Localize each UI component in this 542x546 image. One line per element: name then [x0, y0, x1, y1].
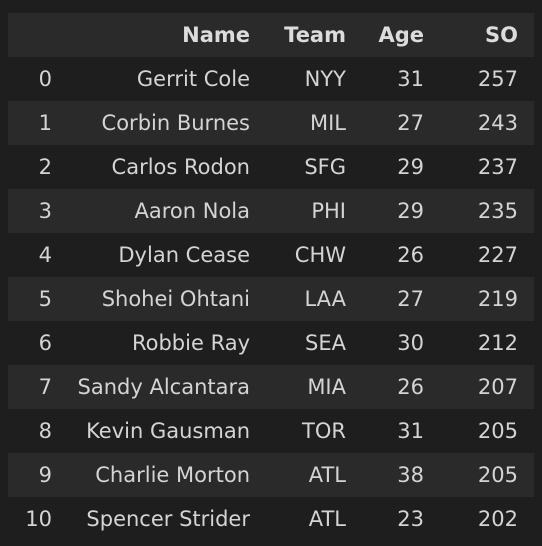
cell-name: Aaron Nola: [134, 199, 251, 223]
column-header-so: SO: [440, 13, 534, 57]
table-row: 7 Sandy Alcantara MIA 26 207: [8, 365, 534, 409]
cell-name: Spencer Strider: [86, 507, 250, 531]
cell-team: MIA: [307, 375, 346, 399]
cell-so: 235: [477, 199, 518, 223]
cell-so: 212: [477, 331, 518, 355]
table-body: 0 Gerrit Cole NYY 31 257 1 Corbin Burnes…: [8, 57, 534, 541]
cell-so: 257: [477, 67, 518, 91]
cell-age: 29: [397, 155, 424, 179]
cell-age: 38: [397, 463, 424, 487]
cell-age: 29: [397, 199, 424, 223]
row-index: 3: [38, 199, 52, 223]
cell-name: Charlie Morton: [95, 463, 250, 487]
cell-team: NYY: [304, 67, 346, 91]
table-row: 4 Dylan Cease CHW 26 227: [8, 233, 534, 277]
index-header: [8, 13, 52, 57]
cell-team: ATL: [308, 507, 346, 531]
table-row: 9 Charlie Morton ATL 38 205: [8, 453, 534, 497]
cell-so: 237: [477, 155, 518, 179]
cell-team: SFG: [304, 155, 346, 179]
cell-name: Dylan Cease: [118, 243, 250, 267]
table-row: 0 Gerrit Cole NYY 31 257: [8, 57, 534, 101]
cell-age: 27: [397, 287, 424, 311]
cell-team: SEA: [305, 331, 346, 355]
cell-age: 31: [397, 67, 424, 91]
cell-team: CHW: [294, 243, 346, 267]
cell-so: 205: [477, 419, 518, 443]
table-row: 1 Corbin Burnes MIL 27 243: [8, 101, 534, 145]
dataframe-table: Name Team Age SO 0 Gerrit Cole NYY 31 25…: [8, 13, 534, 541]
cell-team: MIL: [309, 111, 346, 135]
cell-name: Kevin Gausman: [86, 419, 250, 443]
dataframe-output: Name Team Age SO 0 Gerrit Cole NYY 31 25…: [8, 13, 534, 541]
row-index: 8: [38, 419, 52, 443]
row-index: 7: [38, 375, 52, 399]
cell-name: Gerrit Cole: [136, 67, 250, 91]
cell-so: 202: [477, 507, 518, 531]
row-index: 6: [38, 331, 52, 355]
row-index: 9: [38, 463, 52, 487]
cell-age: 27: [397, 111, 424, 135]
cell-name: Robbie Ray: [131, 331, 250, 355]
column-header-team: Team: [266, 13, 362, 57]
table-row: 2 Carlos Rodon SFG 29 237: [8, 145, 534, 189]
cell-name: Corbin Burnes: [101, 111, 250, 135]
cell-name: Carlos Rodon: [111, 155, 250, 179]
table-row: 6 Robbie Ray SEA 30 212: [8, 321, 534, 365]
row-index: 4: [38, 243, 52, 267]
cell-team: LAA: [304, 287, 347, 311]
cell-so: 227: [477, 243, 518, 267]
cell-team: TOR: [302, 419, 346, 443]
table-row: 10 Spencer Strider ATL 23 202: [8, 497, 534, 541]
table-row: 3 Aaron Nola PHI 29 235: [8, 189, 534, 233]
row-index: 1: [38, 111, 52, 135]
cell-age: 30: [397, 331, 424, 355]
cell-age: 23: [397, 507, 424, 531]
cell-team: PHI: [311, 199, 346, 223]
cell-so: 205: [477, 463, 518, 487]
row-index: 0: [38, 67, 52, 91]
cell-age: 31: [397, 419, 424, 443]
cell-age: 26: [397, 375, 424, 399]
cell-so: 219: [477, 287, 518, 311]
column-header-name: Name: [52, 13, 266, 57]
cell-so: 207: [477, 375, 518, 399]
row-index: 2: [38, 155, 52, 179]
cell-name: Shohei Ohtani: [101, 287, 250, 311]
column-header-age: Age: [362, 13, 440, 57]
cell-so: 243: [477, 111, 518, 135]
cell-name: Sandy Alcantara: [77, 375, 250, 399]
table-row: 5 Shohei Ohtani LAA 27 219: [8, 277, 534, 321]
cell-team: ATL: [308, 463, 346, 487]
row-index: 5: [38, 287, 52, 311]
header-row: Name Team Age SO: [8, 13, 534, 57]
cell-age: 26: [397, 243, 424, 267]
row-index: 10: [25, 507, 52, 531]
table-row: 8 Kevin Gausman TOR 31 205: [8, 409, 534, 453]
